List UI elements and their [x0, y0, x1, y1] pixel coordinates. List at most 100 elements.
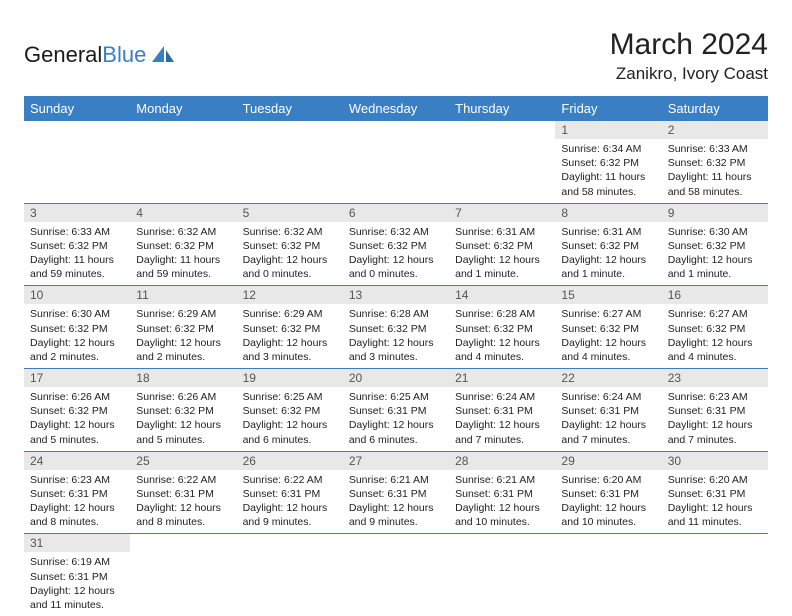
calendar-cell: 1Sunrise: 6:34 AMSunset: 6:32 PMDaylight… [555, 121, 661, 203]
day-body: Sunrise: 6:20 AMSunset: 6:31 PMDaylight:… [662, 470, 768, 534]
day-body: Sunrise: 6:19 AMSunset: 6:31 PMDaylight:… [24, 552, 130, 616]
calendar-cell-empty [555, 534, 661, 616]
calendar-cell-empty [130, 534, 236, 616]
day-number: 31 [24, 534, 130, 552]
day-number: 9 [662, 204, 768, 222]
day-body: Sunrise: 6:27 AMSunset: 6:32 PMDaylight:… [662, 304, 768, 368]
calendar-cell: 5Sunrise: 6:32 AMSunset: 6:32 PMDaylight… [237, 203, 343, 286]
day-number: 3 [24, 204, 130, 222]
calendar-cell: 29Sunrise: 6:20 AMSunset: 6:31 PMDayligh… [555, 451, 661, 534]
calendar-cell: 23Sunrise: 6:23 AMSunset: 6:31 PMDayligh… [662, 369, 768, 452]
day-body: Sunrise: 6:24 AMSunset: 6:31 PMDaylight:… [449, 387, 555, 451]
day-body: Sunrise: 6:26 AMSunset: 6:32 PMDaylight:… [130, 387, 236, 451]
calendar-cell: 10Sunrise: 6:30 AMSunset: 6:32 PMDayligh… [24, 286, 130, 369]
day-body: Sunrise: 6:25 AMSunset: 6:32 PMDaylight:… [237, 387, 343, 451]
day-number: 11 [130, 286, 236, 304]
day-body: Sunrise: 6:21 AMSunset: 6:31 PMDaylight:… [343, 470, 449, 534]
day-body: Sunrise: 6:34 AMSunset: 6:32 PMDaylight:… [555, 139, 661, 203]
weekday-header: Friday [555, 96, 661, 121]
day-body: Sunrise: 6:22 AMSunset: 6:31 PMDaylight:… [130, 470, 236, 534]
month-title: March 2024 [610, 28, 768, 62]
calendar-cell-empty [237, 121, 343, 203]
calendar-cell: 20Sunrise: 6:25 AMSunset: 6:31 PMDayligh… [343, 369, 449, 452]
day-number: 12 [237, 286, 343, 304]
day-number: 6 [343, 204, 449, 222]
weekday-header: Tuesday [237, 96, 343, 121]
header: GeneralBlue March 2024 Zanikro, Ivory Co… [24, 28, 768, 84]
calendar-cell-empty [24, 121, 130, 203]
day-body: Sunrise: 6:21 AMSunset: 6:31 PMDaylight:… [449, 470, 555, 534]
day-body: Sunrise: 6:33 AMSunset: 6:32 PMDaylight:… [24, 222, 130, 286]
weekday-header-row: SundayMondayTuesdayWednesdayThursdayFrid… [24, 96, 768, 121]
calendar-cell: 13Sunrise: 6:28 AMSunset: 6:32 PMDayligh… [343, 286, 449, 369]
calendar-row: 1Sunrise: 6:34 AMSunset: 6:32 PMDaylight… [24, 121, 768, 203]
calendar-cell: 4Sunrise: 6:32 AMSunset: 6:32 PMDaylight… [130, 203, 236, 286]
calendar-cell-empty [237, 534, 343, 616]
day-body: Sunrise: 6:33 AMSunset: 6:32 PMDaylight:… [662, 139, 768, 203]
day-number: 23 [662, 369, 768, 387]
day-body: Sunrise: 6:32 AMSunset: 6:32 PMDaylight:… [130, 222, 236, 286]
day-body: Sunrise: 6:23 AMSunset: 6:31 PMDaylight:… [662, 387, 768, 451]
calendar-cell-empty [449, 534, 555, 616]
calendar-cell: 2Sunrise: 6:33 AMSunset: 6:32 PMDaylight… [662, 121, 768, 203]
day-number: 7 [449, 204, 555, 222]
logo: GeneralBlue [24, 42, 176, 68]
day-body: Sunrise: 6:29 AMSunset: 6:32 PMDaylight:… [237, 304, 343, 368]
day-body: Sunrise: 6:28 AMSunset: 6:32 PMDaylight:… [449, 304, 555, 368]
calendar-row: 17Sunrise: 6:26 AMSunset: 6:32 PMDayligh… [24, 369, 768, 452]
calendar-table: SundayMondayTuesdayWednesdayThursdayFrid… [24, 96, 768, 616]
day-body: Sunrise: 6:22 AMSunset: 6:31 PMDaylight:… [237, 470, 343, 534]
day-number: 10 [24, 286, 130, 304]
weekday-header: Sunday [24, 96, 130, 121]
calendar-cell: 9Sunrise: 6:30 AMSunset: 6:32 PMDaylight… [662, 203, 768, 286]
calendar-cell: 27Sunrise: 6:21 AMSunset: 6:31 PMDayligh… [343, 451, 449, 534]
day-number: 15 [555, 286, 661, 304]
day-number: 27 [343, 452, 449, 470]
day-body: Sunrise: 6:24 AMSunset: 6:31 PMDaylight:… [555, 387, 661, 451]
calendar-row: 31Sunrise: 6:19 AMSunset: 6:31 PMDayligh… [24, 534, 768, 616]
day-body: Sunrise: 6:30 AMSunset: 6:32 PMDaylight:… [662, 222, 768, 286]
day-body: Sunrise: 6:31 AMSunset: 6:32 PMDaylight:… [449, 222, 555, 286]
calendar-cell: 8Sunrise: 6:31 AMSunset: 6:32 PMDaylight… [555, 203, 661, 286]
day-body: Sunrise: 6:29 AMSunset: 6:32 PMDaylight:… [130, 304, 236, 368]
calendar-row: 10Sunrise: 6:30 AMSunset: 6:32 PMDayligh… [24, 286, 768, 369]
weekday-header: Thursday [449, 96, 555, 121]
day-number: 29 [555, 452, 661, 470]
calendar-cell: 30Sunrise: 6:20 AMSunset: 6:31 PMDayligh… [662, 451, 768, 534]
logo-text-2: Blue [102, 42, 146, 68]
day-number: 16 [662, 286, 768, 304]
day-body: Sunrise: 6:23 AMSunset: 6:31 PMDaylight:… [24, 470, 130, 534]
calendar-cell-empty [449, 121, 555, 203]
calendar-cell: 17Sunrise: 6:26 AMSunset: 6:32 PMDayligh… [24, 369, 130, 452]
day-number: 18 [130, 369, 236, 387]
day-number: 13 [343, 286, 449, 304]
day-number: 21 [449, 369, 555, 387]
day-number: 30 [662, 452, 768, 470]
day-body: Sunrise: 6:20 AMSunset: 6:31 PMDaylight:… [555, 470, 661, 534]
day-number: 26 [237, 452, 343, 470]
day-number: 19 [237, 369, 343, 387]
calendar-cell: 11Sunrise: 6:29 AMSunset: 6:32 PMDayligh… [130, 286, 236, 369]
day-body: Sunrise: 6:32 AMSunset: 6:32 PMDaylight:… [343, 222, 449, 286]
calendar-cell: 16Sunrise: 6:27 AMSunset: 6:32 PMDayligh… [662, 286, 768, 369]
calendar-cell: 19Sunrise: 6:25 AMSunset: 6:32 PMDayligh… [237, 369, 343, 452]
calendar-cell: 31Sunrise: 6:19 AMSunset: 6:31 PMDayligh… [24, 534, 130, 616]
day-body: Sunrise: 6:27 AMSunset: 6:32 PMDaylight:… [555, 304, 661, 368]
calendar-cell: 6Sunrise: 6:32 AMSunset: 6:32 PMDaylight… [343, 203, 449, 286]
day-body: Sunrise: 6:28 AMSunset: 6:32 PMDaylight:… [343, 304, 449, 368]
day-number: 22 [555, 369, 661, 387]
day-number: 2 [662, 121, 768, 139]
calendar-cell: 14Sunrise: 6:28 AMSunset: 6:32 PMDayligh… [449, 286, 555, 369]
day-number: 24 [24, 452, 130, 470]
calendar-cell-empty [343, 534, 449, 616]
calendar-cell: 21Sunrise: 6:24 AMSunset: 6:31 PMDayligh… [449, 369, 555, 452]
day-body: Sunrise: 6:26 AMSunset: 6:32 PMDaylight:… [24, 387, 130, 451]
logo-sail-icon [150, 44, 176, 64]
weekday-header: Monday [130, 96, 236, 121]
calendar-cell: 26Sunrise: 6:22 AMSunset: 6:31 PMDayligh… [237, 451, 343, 534]
day-number: 20 [343, 369, 449, 387]
title-block: March 2024 Zanikro, Ivory Coast [610, 28, 768, 84]
calendar-cell: 24Sunrise: 6:23 AMSunset: 6:31 PMDayligh… [24, 451, 130, 534]
location: Zanikro, Ivory Coast [610, 64, 768, 84]
calendar-cell: 3Sunrise: 6:33 AMSunset: 6:32 PMDaylight… [24, 203, 130, 286]
